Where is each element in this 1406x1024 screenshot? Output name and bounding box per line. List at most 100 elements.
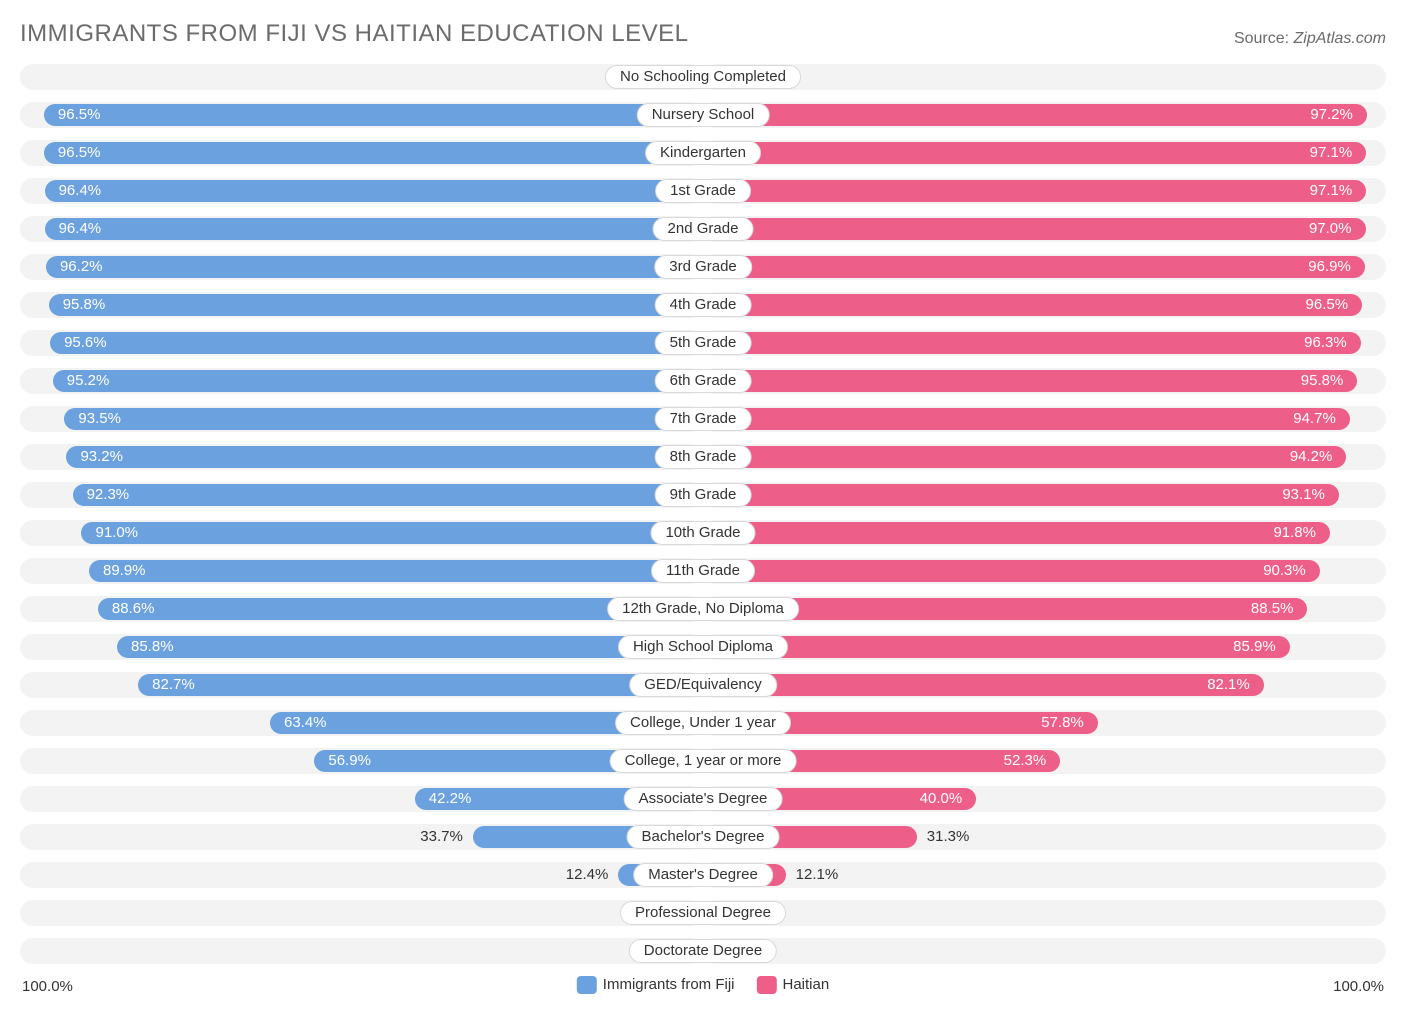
bar-right [703,446,1346,468]
chart-row: 63.4% 57.8% College, Under 1 year [20,708,1386,738]
chart-row: 93.5%94.7%7th Grade [20,404,1386,434]
value-left: 95.6% [64,328,107,358]
legend-label-right: Haitian [782,976,829,993]
category-label: 2nd Grade [653,217,754,241]
value-right: 96.5% [1306,290,1349,320]
value-left: 93.5% [78,404,121,434]
chart-footer: 100.0% Immigrants from Fiji Haitian 100.… [10,974,1396,1004]
bar-left [45,180,703,202]
category-label: Associate's Degree [624,787,783,811]
chart-title: IMMIGRANTS FROM FIJI VS HAITIAN EDUCATIO… [20,20,688,48]
bar-left [117,636,703,658]
chart-row: 3.5%2.9%No Schooling Completed [20,62,1386,92]
value-right: 95.8% [1301,366,1344,396]
swatch-right [756,976,776,994]
value-left: 91.0% [95,518,138,548]
value-right: 52.3% [1004,746,1047,776]
value-left: 92.3% [87,480,130,510]
value-right: 93.1% [1282,480,1325,510]
category-label: 4th Grade [655,293,752,317]
track-right [703,938,1386,964]
source-prefix: Source: [1234,30,1294,47]
chart-row: 82.7%82.1%GED/Equivalency [20,670,1386,700]
chart-row: 96.5%97.1%Kindergarten [20,138,1386,168]
bar-left [81,522,703,544]
bar-left [45,218,703,240]
value-left: 96.2% [60,252,103,282]
chart-row: 3.7%3.5%Professional Degree [20,898,1386,928]
category-label: Bachelor's Degree [627,825,780,849]
bar-right [703,484,1339,506]
category-label: No Schooling Completed [605,65,801,89]
value-left: 96.5% [58,100,101,130]
category-label: 5th Grade [655,331,752,355]
bar-right [703,674,1264,696]
value-left: 88.6% [112,594,155,624]
value-left: 96.5% [58,138,101,168]
bar-right [703,560,1320,582]
value-right: 90.3% [1263,556,1306,586]
chart-row: 93.2%94.2%8th Grade [20,442,1386,472]
category-label: Professional Degree [620,901,786,925]
bar-left [46,256,703,278]
bar-right [703,332,1361,354]
axis-max-left: 100.0% [22,978,73,995]
bar-right [703,104,1367,126]
value-left: 12.4% [566,860,609,890]
value-right: 82.1% [1207,670,1250,700]
value-left: 42.2% [429,784,472,814]
bar-left [138,674,703,696]
category-label: College, 1 year or more [610,749,797,773]
value-right: 96.3% [1304,328,1347,358]
chart-row: 95.8% 96.5% 4th Grade [20,290,1386,320]
bar-left [53,370,703,392]
chart-row: 92.3%93.1%9th Grade [20,480,1386,510]
category-label: 10th Grade [650,521,755,545]
bar-left [89,560,703,582]
category-label: 8th Grade [655,445,752,469]
track-right [703,64,1386,90]
bar-right [703,180,1366,202]
chart-row: 91.0% 91.8% 10th Grade [20,518,1386,548]
value-right: 97.0% [1309,214,1352,244]
value-left: 95.2% [67,366,110,396]
category-label: 6th Grade [655,369,752,393]
category-label: 3rd Grade [654,255,752,279]
chart-row: 88.6%88.5%12th Grade, No Diploma [20,594,1386,624]
bar-right [703,370,1357,392]
bar-right [703,256,1365,278]
axis-max-right: 100.0% [1333,978,1384,995]
category-label: College, Under 1 year [615,711,791,735]
legend-label-left: Immigrants from Fiji [603,976,735,993]
chart-row: 89.9%90.3%11th Grade [20,556,1386,586]
category-label: High School Diploma [618,635,788,659]
category-label: Master's Degree [633,863,773,887]
chart-row: 85.8%85.9%High School Diploma [20,632,1386,662]
track-left [20,938,703,964]
track-left [20,64,703,90]
legend-item-right: Haitian [756,976,829,994]
value-right: 97.2% [1310,100,1353,130]
bar-left [64,408,703,430]
value-left: 96.4% [59,214,102,244]
value-left: 56.9% [328,746,371,776]
category-label: Doctorate Degree [629,939,777,963]
bar-right [703,294,1362,316]
source-site: ZipAtlas.com [1294,30,1386,47]
chart-row: 95.2% 95.8% 6th Grade [20,366,1386,396]
value-left: 89.9% [103,556,146,586]
value-right: 57.8% [1041,708,1084,738]
category-label: Nursery School [637,103,770,127]
value-right: 94.2% [1290,442,1333,472]
chart-row: 42.2%40.0%Associate's Degree [20,784,1386,814]
value-right: 85.9% [1233,632,1276,662]
value-right: 97.1% [1310,176,1353,206]
value-right: 91.8% [1273,518,1316,548]
value-left: 63.4% [284,708,327,738]
value-left: 95.8% [63,290,106,320]
chart-header: IMMIGRANTS FROM FIJI VS HAITIAN EDUCATIO… [10,20,1396,62]
category-label: 1st Grade [655,179,751,203]
chart-row: 95.6% 96.3% 5th Grade [20,328,1386,358]
bar-left [44,104,703,126]
track-right [703,900,1386,926]
